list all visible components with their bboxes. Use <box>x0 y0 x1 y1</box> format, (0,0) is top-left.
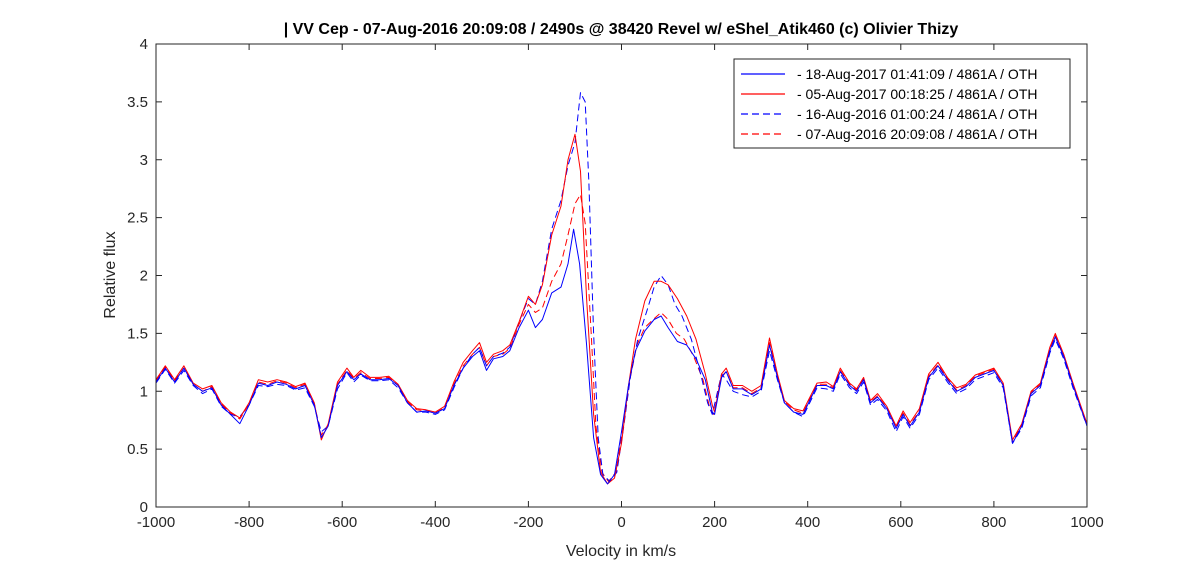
x-axis-ticks: -1000 -800 -600 -400 -200 0 200 400 600 800 1000 <box>137 44 1104 531</box>
series-line-4 <box>155 194 1088 482</box>
y-tick-label: 1.5 <box>127 325 148 342</box>
x-tick-label: -400 <box>420 514 450 531</box>
legend-label-2: - 05-Aug-2017 00:18:25 / 4861A / OTH <box>797 86 1038 102</box>
y-tick-label: 0 <box>140 499 148 516</box>
legend: - 18-Aug-2017 01:41:09 / 4861A / OTH - 05… <box>733 58 1071 149</box>
y-tick-label: 2.5 <box>127 210 148 227</box>
legend-label-3: - 16-Aug-2016 01:00:24 / 4861A / OTH <box>797 106 1038 122</box>
x-tick-label: 200 <box>702 514 727 531</box>
y-tick-label: 0.5 <box>127 441 148 458</box>
y-tick-label: 4 <box>140 36 148 53</box>
x-tick-label: -200 <box>513 514 543 531</box>
legend-label-4: - 07-Aug-2016 20:09:08 / 4861A / OTH <box>797 126 1038 142</box>
series-layer <box>155 92 1088 485</box>
x-tick-label: -800 <box>234 514 264 531</box>
y-tick-label: 3.5 <box>127 94 148 111</box>
y-tick-label: 1 <box>140 383 148 400</box>
y-tick-label: 3 <box>140 152 148 169</box>
chart-title: | VV Cep - 07-Aug-2016 20:09:08 / 2490s … <box>284 21 959 38</box>
series-line-1 <box>155 228 1088 485</box>
legend-box <box>733 58 1071 149</box>
x-tick-label: -1000 <box>137 514 175 531</box>
y-tick-label: 2 <box>140 268 148 285</box>
legend-label-1: - 18-Aug-2017 01:41:09 / 4861A / OTH <box>797 66 1038 82</box>
y-axis-label: Relative flux <box>102 231 119 318</box>
x-tick-label: -600 <box>327 514 357 531</box>
y-axis-ticks: 0 0.5 1 1.5 2 2.5 3 3.5 4 <box>127 36 1087 516</box>
x-tick-label: 0 <box>617 514 625 531</box>
x-tick-label: 1000 <box>1070 514 1103 531</box>
x-tick-label: 600 <box>888 514 913 531</box>
x-axis-label: Velocity in km/s <box>566 543 676 560</box>
x-tick-label: 400 <box>795 514 820 531</box>
x-tick-label: 800 <box>981 514 1006 531</box>
